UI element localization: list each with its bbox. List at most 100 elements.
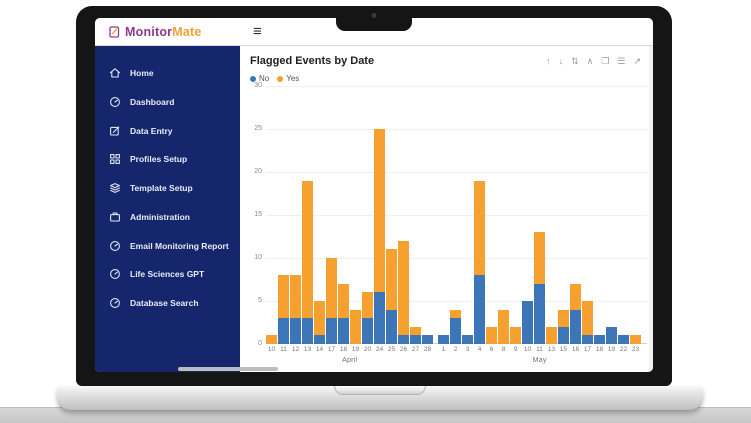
bar-may-16[interactable] <box>570 283 581 344</box>
bar-segment-no[interactable] <box>462 335 473 344</box>
sidebar-item-profiles-setup[interactable]: Profiles Setup <box>95 145 240 174</box>
bar-april-19[interactable] <box>350 309 361 344</box>
bar-segment-yes[interactable] <box>558 309 569 327</box>
bar-segment-yes[interactable] <box>570 283 581 310</box>
bar-may-22[interactable] <box>618 335 629 344</box>
copy-icon[interactable]: ❐ <box>601 55 610 66</box>
bar-april-25[interactable] <box>386 249 397 344</box>
sidebar-item-data-entry[interactable]: Data Entry <box>95 117 240 146</box>
bar-segment-no[interactable] <box>338 318 349 344</box>
bar-segment-yes[interactable] <box>374 129 385 293</box>
bar-segment-no[interactable] <box>386 309 397 344</box>
app-logo[interactable]: MonitorMate <box>109 25 237 39</box>
bar-segment-yes[interactable] <box>534 232 545 284</box>
vertical-scrollbar[interactable] <box>649 45 653 372</box>
sidebar-item-life-sciences-gpt[interactable]: Life Sciences GPT <box>95 260 240 289</box>
bar-segment-no[interactable] <box>438 335 449 344</box>
hamburger-icon[interactable]: ≡ <box>253 23 262 40</box>
sort-icon[interactable]: ⇅ <box>571 55 579 66</box>
bar-segment-yes[interactable] <box>486 326 497 344</box>
bar-segment-no[interactable] <box>314 335 325 344</box>
bar-april-24[interactable] <box>374 129 385 344</box>
sidebar-item-dashboard[interactable]: Dashboard <box>95 88 240 117</box>
bar-segment-no[interactable] <box>290 318 301 344</box>
bar-may-3[interactable] <box>462 335 473 344</box>
bar-may-15[interactable] <box>558 309 569 344</box>
bar-april-27[interactable] <box>410 326 421 344</box>
bar-april-10[interactable] <box>266 335 277 344</box>
bar-segment-yes[interactable] <box>266 335 277 344</box>
bar-segment-no[interactable] <box>302 318 313 344</box>
bar-may-1[interactable] <box>438 335 449 344</box>
arrow-up-icon[interactable]: ↑ <box>546 55 551 66</box>
sidebar-item-administration[interactable]: Administration <box>95 203 240 232</box>
bar-may-23[interactable] <box>630 335 641 344</box>
bar-segment-yes[interactable] <box>450 309 461 319</box>
bar-segment-no[interactable] <box>582 335 593 344</box>
bar-april-12[interactable] <box>290 275 301 344</box>
bar-may-10[interactable] <box>522 301 533 344</box>
bar-may-4[interactable] <box>474 180 485 344</box>
bar-segment-yes[interactable] <box>474 180 485 276</box>
bar-may-6[interactable] <box>486 326 497 344</box>
sidebar-item-email-monitoring-report[interactable]: Email Monitoring Report <box>95 232 240 261</box>
collapse-icon[interactable]: ∧ <box>586 55 594 66</box>
filter-icon[interactable]: ☰ <box>617 55 626 66</box>
bar-may-8[interactable] <box>498 309 509 344</box>
legend-item-no[interactable]: No <box>250 74 269 83</box>
bar-segment-no[interactable] <box>534 283 545 344</box>
bar-segment-yes[interactable] <box>386 249 397 310</box>
bar-segment-yes[interactable] <box>498 309 509 344</box>
bar-segment-no[interactable] <box>606 326 617 344</box>
bar-april-13[interactable] <box>302 180 313 344</box>
bar-segment-no[interactable] <box>374 292 385 344</box>
bar-segment-no[interactable] <box>450 318 461 344</box>
bar-may-18[interactable] <box>594 335 605 344</box>
bar-april-18[interactable] <box>338 283 349 344</box>
sidebar-item-database-search[interactable]: Database Search <box>95 289 240 318</box>
legend-item-yes[interactable]: Yes <box>277 74 299 83</box>
bar-april-14[interactable] <box>314 301 325 344</box>
bar-may-13[interactable] <box>546 326 557 344</box>
bar-segment-no[interactable] <box>570 309 581 344</box>
bar-april-11[interactable] <box>278 275 289 344</box>
bar-may-11[interactable] <box>534 232 545 344</box>
arrow-down-icon[interactable]: ↓ <box>558 55 564 66</box>
bar-segment-no[interactable] <box>278 318 289 344</box>
bar-segment-yes[interactable] <box>546 326 557 344</box>
bar-segment-yes[interactable] <box>362 292 373 319</box>
bar-segment-no[interactable] <box>362 318 373 344</box>
horizontal-scrollbar[interactable] <box>178 367 278 371</box>
bar-segment-no[interactable] <box>474 275 485 344</box>
bar-may-9[interactable] <box>510 326 521 344</box>
bar-april-26[interactable] <box>398 240 409 344</box>
bar-segment-yes[interactable] <box>314 301 325 336</box>
bar-april-28[interactable] <box>422 335 433 344</box>
bar-segment-yes[interactable] <box>302 180 313 319</box>
bar-segment-yes[interactable] <box>290 275 301 319</box>
bar-segment-no[interactable] <box>618 335 629 344</box>
expand-icon[interactable]: ↗ <box>633 55 641 66</box>
bar-segment-yes[interactable] <box>278 275 289 319</box>
bar-segment-no[interactable] <box>410 335 421 344</box>
bar-segment-no[interactable] <box>326 318 337 344</box>
bar-may-2[interactable] <box>450 309 461 344</box>
bar-segment-no[interactable] <box>398 335 409 344</box>
bar-segment-yes[interactable] <box>398 240 409 336</box>
bar-segment-yes[interactable] <box>582 301 593 336</box>
bar-april-17[interactable] <box>326 258 337 344</box>
bar-may-17[interactable] <box>582 301 593 344</box>
sidebar-item-template-setup[interactable]: Template Setup <box>95 174 240 203</box>
bar-segment-no[interactable] <box>422 335 433 344</box>
bar-april-20[interactable] <box>362 292 373 344</box>
bar-segment-yes[interactable] <box>410 326 421 336</box>
bar-may-19[interactable] <box>606 326 617 344</box>
bar-segment-no[interactable] <box>522 301 533 344</box>
bar-segment-no[interactable] <box>594 335 605 344</box>
bar-segment-no[interactable] <box>558 326 569 344</box>
bar-segment-yes[interactable] <box>510 326 521 344</box>
bar-segment-yes[interactable] <box>630 335 641 344</box>
bar-segment-yes[interactable] <box>326 258 337 319</box>
bar-segment-yes[interactable] <box>338 283 349 319</box>
sidebar-item-home[interactable]: Home <box>95 59 240 88</box>
